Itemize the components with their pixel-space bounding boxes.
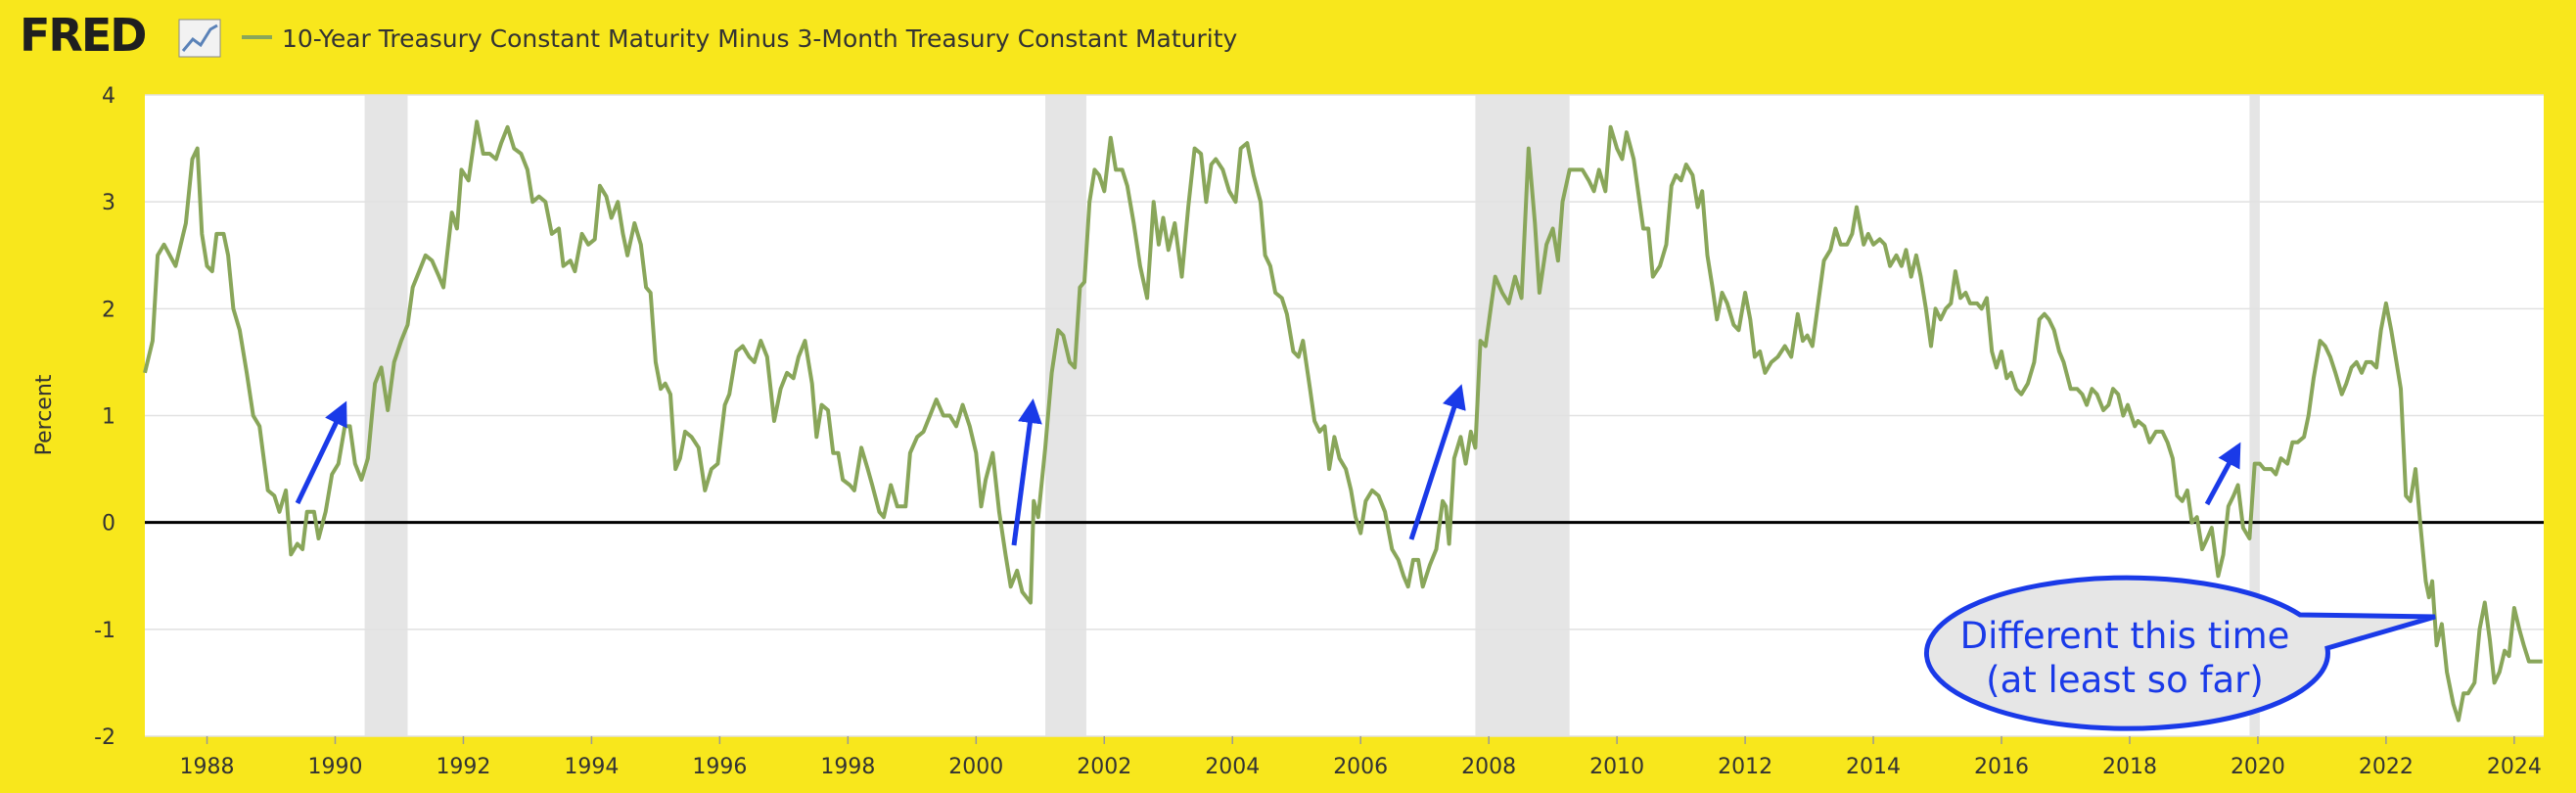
y-axis-label: Percent [32, 374, 57, 455]
arrows [295, 384, 2241, 546]
annotation: Different this time [1960, 615, 2290, 657]
x-tick-label: 2002 [1077, 755, 1131, 779]
logo-icon [178, 19, 221, 58]
x-tick-label: 2022 [2359, 755, 2414, 779]
y-tick-label: 2 [102, 298, 115, 322]
x-tick-label: 2016 [1974, 755, 2029, 779]
x-tick-label: 2024 [2487, 755, 2542, 779]
x-tick-label: 1994 [564, 755, 619, 779]
x-tick-label: 2020 [2231, 755, 2285, 779]
y-tick-label: 1 [102, 405, 115, 430]
annotation: (at least so far) [1986, 659, 2264, 701]
x-tick-label: 2018 [2102, 755, 2157, 779]
data-line [143, 119, 2543, 723]
callout [1923, 575, 2436, 731]
y-tick-label: 0 [102, 512, 115, 536]
x-tick-label: 2000 [948, 755, 1003, 779]
x-tick-label: 1990 [307, 755, 362, 779]
x-tick-label: 1996 [692, 755, 747, 779]
x-tick-label: 1998 [820, 755, 875, 779]
logo: FRED [20, 9, 145, 62]
line-layer [143, 119, 2543, 723]
x-tick-label: 2014 [1846, 755, 1901, 779]
y-tick-label: 4 [102, 84, 115, 109]
y-tick-label: -1 [94, 619, 115, 643]
x-tick-label: 1992 [436, 755, 490, 779]
x-tick-label: 2010 [1589, 755, 1644, 779]
legend-label: 10-Year Treasury Constant Maturity Minus… [282, 24, 1238, 53]
x-tick-label: 1988 [180, 755, 235, 779]
grid-layer [145, 94, 2544, 744]
x-tick-label: 2006 [1333, 755, 1388, 779]
x-tick-label: 2004 [1205, 755, 1260, 779]
y-tick-label: 3 [102, 191, 115, 215]
x-tick-label: 2012 [1718, 755, 1772, 779]
y-tick-label: -2 [94, 725, 115, 750]
x-tick-label: 2008 [1461, 755, 1516, 779]
